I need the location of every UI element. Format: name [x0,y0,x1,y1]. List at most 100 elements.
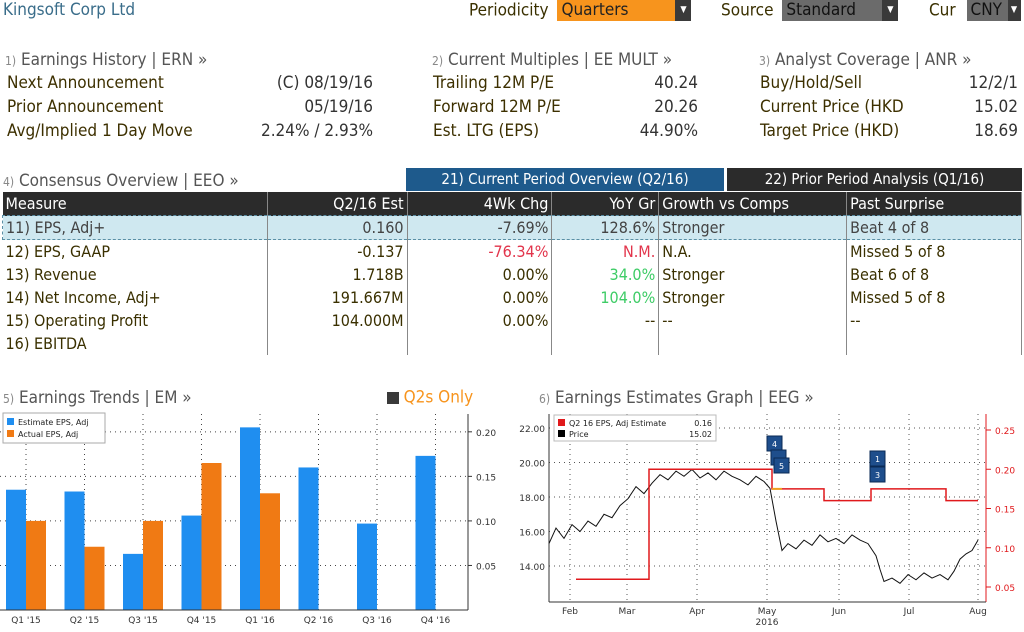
bar-actual [84,546,105,610]
bar-estimate [123,553,143,610]
estimate-cell: 1.718B [267,263,408,286]
source-select[interactable]: Standard [782,0,883,21]
currency-select[interactable]: CNY [966,0,1008,21]
earnings-history-title[interactable]: 1) Earnings History | ERN » [5,50,208,70]
analyst-coverage-value: 15.02 [974,97,1018,117]
source-label: Source [721,0,774,21]
currency-dropdown-arrow-icon[interactable]: ▼ [1007,0,1021,21]
legend-swatch [7,418,14,425]
estimate-cell: 0.160 [266,215,408,240]
current-multiples-title[interactable]: 2) Current Multiples | EE MULT » [432,50,673,70]
event-marker-icon: 5 [773,457,790,474]
yoy-gr-cell: N.M. [551,239,660,263]
4wk-chg-cell: 0.00% [407,309,553,332]
past-surprise-cell: Missed 5 of 8 [846,239,1022,263]
earnings-trends-title[interactable]: 5) Earnings Trends | EM » [3,388,192,408]
growth-vs-comps-cell: -- [658,309,848,332]
yoy-gr-cell: 128.6% [551,215,660,240]
x-tick-label: Aug [969,607,987,617]
bar-estimate [64,491,85,610]
analyst-coverage-value: 18.69 [974,121,1018,141]
legend-label: Price [569,430,589,439]
right-tick-label: 0.10 [995,545,1015,555]
right-tick-label: 0.15 [995,506,1015,516]
event-marker-icon: 4 [766,435,783,452]
tab-current-period[interactable]: 21) Current Period Overview (Q2/16) [406,168,724,191]
column-header-past-surprise[interactable]: Past Surprise [846,192,1022,216]
event-marker-box [773,457,790,474]
measure-cell: 14) Net Income, Adj+ [2,286,268,309]
4wk-chg-cell: -7.69% [406,215,553,240]
tab-prior-period[interactable]: 22) Prior Period Analysis (Q1/16) [727,168,1022,191]
x-tick-label: Feb [562,607,578,617]
table-row[interactable]: 14) Net Income, Adj+ 191.667M 0.00% 104.0% S… [2,286,1022,309]
q2s-only-toggle[interactable]: Q2s Only [387,387,473,408]
periodicity-label: Periodicity [469,0,549,21]
checkbox-icon[interactable] [387,391,399,404]
estimate-line [576,468,978,580]
q2s-only-label: Q2s Only [403,387,474,408]
x-tick-label: Q4 '16 [421,616,451,626]
event-marker-label: 1 [875,455,880,464]
bar-actual [26,520,46,610]
yoy-gr-cell [551,332,660,355]
estimate-cell: -0.137 [267,239,408,263]
earnings-estimates-graph-title[interactable]: 6) Earnings Estimates Graph | EEG » [539,388,814,408]
column-header-measure[interactable]: Measure [2,192,268,216]
analyst-coverage-label: Buy/Hold/Sell [760,73,862,93]
right-tick-label: 0.20 [995,466,1015,476]
growth-vs-comps-cell: Stronger [658,263,848,286]
legend-swatch [558,419,565,426]
legend-label: Estimate EPS, Adj [18,418,89,427]
legend: Estimate EPS, Adj Actual EPS, Adj [2,412,106,444]
earnings-history-label: Next Announcement [7,73,164,93]
x-tick-label: Jun [831,607,846,617]
x-tick-label: Q3 '16 [362,616,392,626]
consensus-table: Measure Q2/16 Est 4Wk Chg YoY Gr Growth … [2,192,1022,355]
x-tick-label: Q1 '16 [245,616,275,626]
column-header-estimate[interactable]: Q2/16 Est [267,192,408,216]
periodicity-dropdown-arrow-icon[interactable]: ▼ [675,0,692,21]
left-tick-label: 16.00 [519,529,545,539]
table-row[interactable]: 13) Revenue 1.718B 0.00% 34.0% Stronger Beat … [2,263,1022,286]
4wk-chg-cell: 0.00% [407,263,553,286]
multiples-value: 20.26 [654,97,698,117]
column-header-yoy-gr[interactable]: YoY Gr [551,192,660,216]
earnings-history-label: Prior Announcement [7,97,164,117]
source-control: Source Standard ▼ [721,0,899,21]
x-tick-label: Q3 '15 [128,616,158,626]
column-header-growth-vs-comps[interactable]: Growth vs Comps [658,192,848,216]
y-tick-label: 0.15 [476,473,496,483]
measure-cell: 11) EPS, Adj+ [2,215,268,240]
4wk-chg-cell [407,332,553,355]
table-row[interactable]: 16) EBITDA [2,332,1022,355]
legend-value: 15.02 [689,430,712,439]
x-year-label: 2016 [756,618,779,628]
x-tick-label: Mar [619,607,636,617]
periodicity-select[interactable]: Quarters [557,0,676,21]
x-tick-label: Q4 '15 [187,616,217,626]
table-row[interactable]: 11) EPS, Adj+ 0.160 -7.69% 128.6% Stronger Be… [2,215,1022,240]
estimate-cell: 104.000M [267,309,408,332]
analyst-coverage-title[interactable]: 3) Analyst Coverage | ANR » [759,50,972,70]
multiples-value: 40.24 [654,73,698,93]
source-dropdown-arrow-icon[interactable]: ▼ [882,0,899,21]
legend-label: Actual EPS, Adj [18,430,78,439]
legend: Q2 16 EPS, Adj Estimate 0.16 Price 15.02 [553,414,717,442]
multiples-value: 44.90% [639,121,698,141]
consensus-overview-title[interactable]: 4) Consensus Overview | EEO » [3,171,239,191]
bar-estimate [6,489,26,610]
table-row[interactable]: 12) EPS, GAAP -0.137 -76.34% N.M. N.A. Missed… [2,239,1022,263]
past-surprise-cell: Beat 4 of 8 [846,215,1022,240]
bar-estimate [181,515,202,610]
x-tick-label: May [758,607,777,617]
column-header-4wk-chg[interactable]: 4Wk Chg [407,192,553,216]
bar-actual [143,520,163,610]
earnings-history-value: 2.24% / 2.93% [260,121,373,141]
4wk-chg-cell: -76.34% [407,239,553,263]
table-row[interactable]: 15) Operating Profit 104.000M 0.00% -- -- -- [2,309,1022,332]
earnings-estimates-graph: 22.00 20.00 18.00 16.00 14.00 0.25 0.20 0.15 0.1… [519,414,1015,628]
bar-actual [260,493,280,610]
currency-label: Cur [929,0,956,21]
multiples-label: Forward 12M P/E [433,97,561,117]
